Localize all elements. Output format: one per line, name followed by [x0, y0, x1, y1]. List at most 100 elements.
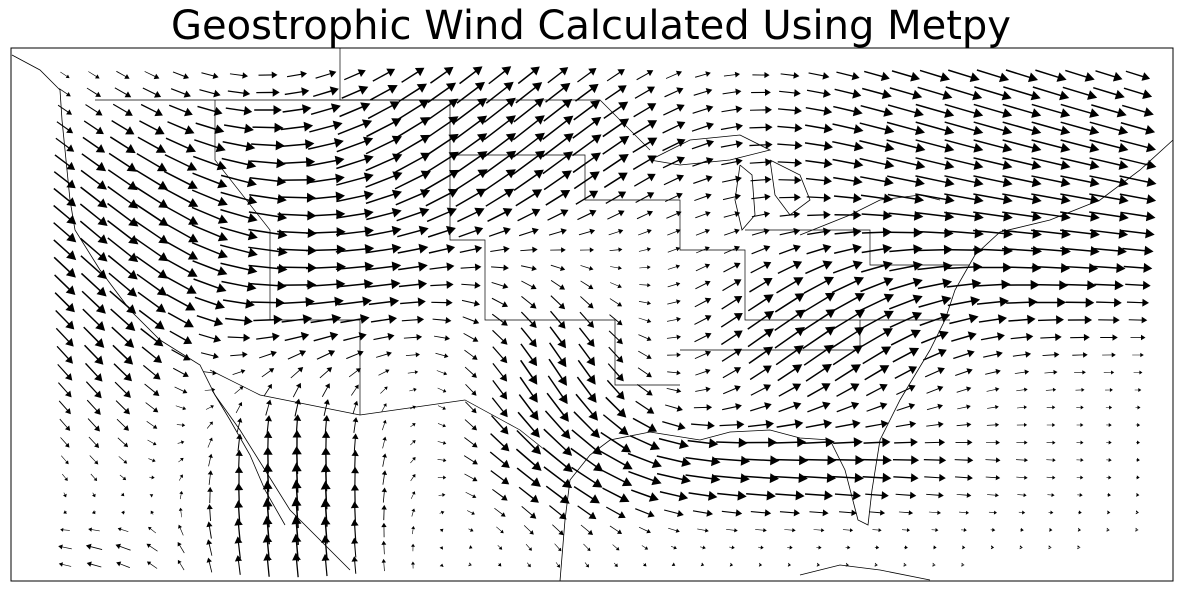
wind-arrow: [985, 368, 1001, 375]
wind-arrow: [751, 228, 770, 236]
wind-arrow: [889, 87, 923, 100]
wind-arrow: [692, 104, 714, 114]
wind-arrow: [600, 431, 632, 453]
wind-arrow: [149, 475, 155, 480]
wind-arrow: [758, 545, 764, 550]
wind-arrow: [146, 543, 158, 552]
wind-arrow: [351, 449, 359, 471]
wind-arrow: [961, 528, 967, 532]
wind-arrow: [751, 211, 771, 218]
wind-arrow: [1031, 245, 1071, 256]
wind-arrow: [53, 256, 76, 278]
wind-arrow: [634, 86, 655, 99]
wind-arrow: [110, 308, 136, 331]
wind-arrow: [896, 384, 916, 395]
wind-arrow: [397, 243, 429, 254]
wind-arrow: [221, 280, 257, 292]
wind-arrow: [287, 350, 307, 360]
wind-arrow: [1061, 263, 1099, 273]
wind-arrow: [115, 543, 131, 551]
wind-arrow: [496, 526, 504, 534]
wind-arrow: [579, 311, 595, 328]
wind-arrow: [1125, 280, 1151, 290]
wind-arrow: [456, 81, 485, 104]
wind-arrow: [1120, 122, 1156, 135]
wind-arrow: [57, 104, 72, 115]
wind-arrow: [637, 367, 652, 378]
wind-arrow: [632, 137, 658, 153]
wind-arrow: [944, 139, 984, 153]
wind-arrow: [859, 310, 894, 330]
wind-arrow: [409, 387, 417, 392]
wind-arrow: [201, 72, 219, 79]
wind-arrow: [197, 105, 223, 116]
wind-arrow: [980, 332, 1005, 341]
wind-arrow: [483, 133, 516, 158]
wind-arrow: [607, 210, 625, 220]
wind-arrow: [171, 349, 191, 361]
wind-arrow: [248, 211, 288, 222]
wind-arrow: [1106, 423, 1112, 427]
wind-arrow: [693, 404, 713, 411]
wind-arrow: [973, 175, 1013, 188]
wind-arrow: [382, 419, 387, 431]
wind-arrow: [667, 264, 681, 270]
wind-arrow: [693, 175, 713, 184]
wind-arrow: [635, 192, 655, 203]
wind-arrow: [550, 247, 566, 253]
wind-arrow: [723, 245, 740, 254]
wind-arrow: [807, 227, 831, 236]
wind-arrow: [1060, 139, 1100, 153]
wind-arrow: [207, 437, 213, 448]
wind-arrow: [1032, 86, 1070, 101]
wind-arrow: [367, 101, 400, 120]
wind-arrow: [58, 382, 72, 398]
wind-arrow: [1135, 423, 1141, 427]
wind-arrow: [859, 293, 894, 312]
wind-arrow: [403, 334, 423, 341]
wind-arrow: [53, 171, 76, 189]
wind-arrow: [892, 455, 920, 465]
wind-arrow: [805, 260, 833, 275]
wind-arrow: [118, 456, 128, 464]
wind-arrow: [1119, 139, 1156, 153]
wind-arrow: [662, 121, 686, 134]
wind-arrow: [291, 446, 302, 475]
wind-arrow: [860, 193, 893, 204]
wind-arrow: [550, 280, 565, 290]
wind-arrow: [776, 419, 804, 429]
wind-arrow: [663, 104, 685, 116]
wind-arrow: [1107, 510, 1111, 515]
wind-arrow: [1074, 370, 1086, 375]
wind-arrow: [1060, 103, 1100, 118]
wind-arrow: [191, 206, 228, 224]
wind-arrow: [1046, 440, 1056, 445]
wind-arrow: [547, 67, 569, 84]
wind-arrow: [204, 387, 216, 392]
wind-arrow: [468, 545, 473, 549]
wind-arrow: [521, 280, 537, 290]
wind-arrow: [889, 261, 923, 272]
wind-arrow: [578, 343, 596, 366]
wind-arrow: [464, 437, 478, 448]
border-plains: [339, 48, 680, 386]
wind-arrow: [1091, 104, 1127, 118]
wind-arrow: [917, 244, 953, 255]
wind-arrow: [986, 440, 1000, 445]
wind-arrow: [313, 86, 339, 97]
wind-arrow: [1089, 121, 1129, 136]
wind-arrow: [1012, 351, 1032, 358]
wind-arrow: [307, 155, 345, 167]
wind-arrow: [747, 328, 774, 348]
wind-arrow: [144, 71, 160, 80]
wind-arrow: [53, 187, 77, 207]
wind-arrow: [249, 194, 287, 204]
wind-arrow: [491, 264, 509, 271]
wind-arrow: [262, 463, 273, 492]
wind-arrow: [1031, 193, 1071, 205]
wind-arrow: [147, 439, 157, 446]
wind-arrow: [170, 88, 191, 98]
wind-arrow: [292, 552, 301, 578]
wind-arrow: [1031, 211, 1071, 222]
wind-arrow: [721, 348, 742, 362]
